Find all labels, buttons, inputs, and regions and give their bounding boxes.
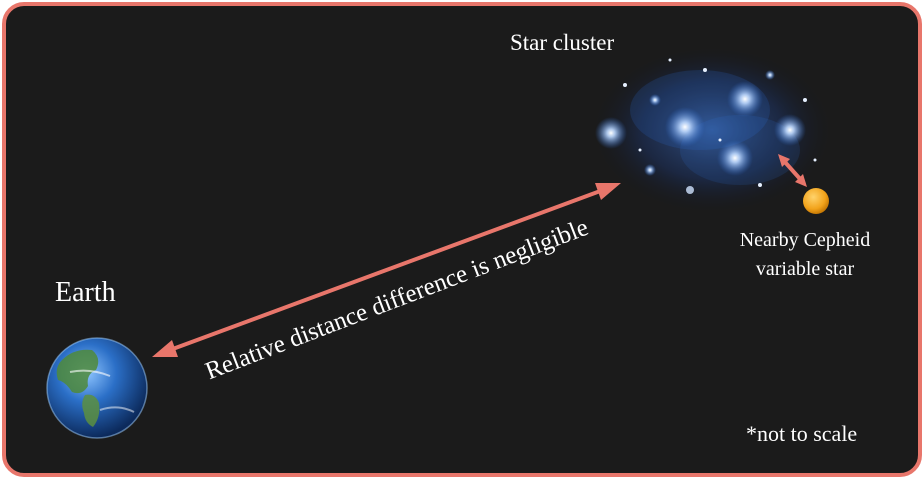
cepheid-label-line2: variable star (755, 258, 855, 280)
cepheid-star-icon (803, 188, 829, 214)
star-cluster-image (594, 48, 830, 212)
cepheid-arrow (778, 154, 807, 187)
star-cluster-label: Star cluster (510, 30, 615, 55)
earth-globe-icon (46, 337, 148, 439)
scale-note: *not to scale (746, 421, 858, 446)
cepheid-label-line1: Nearby Cepheid (739, 229, 871, 251)
earth-label: Earth (55, 277, 116, 308)
cepheid-label: Nearby Cepheid variable star (700, 226, 910, 284)
distance-arrow (152, 183, 621, 357)
